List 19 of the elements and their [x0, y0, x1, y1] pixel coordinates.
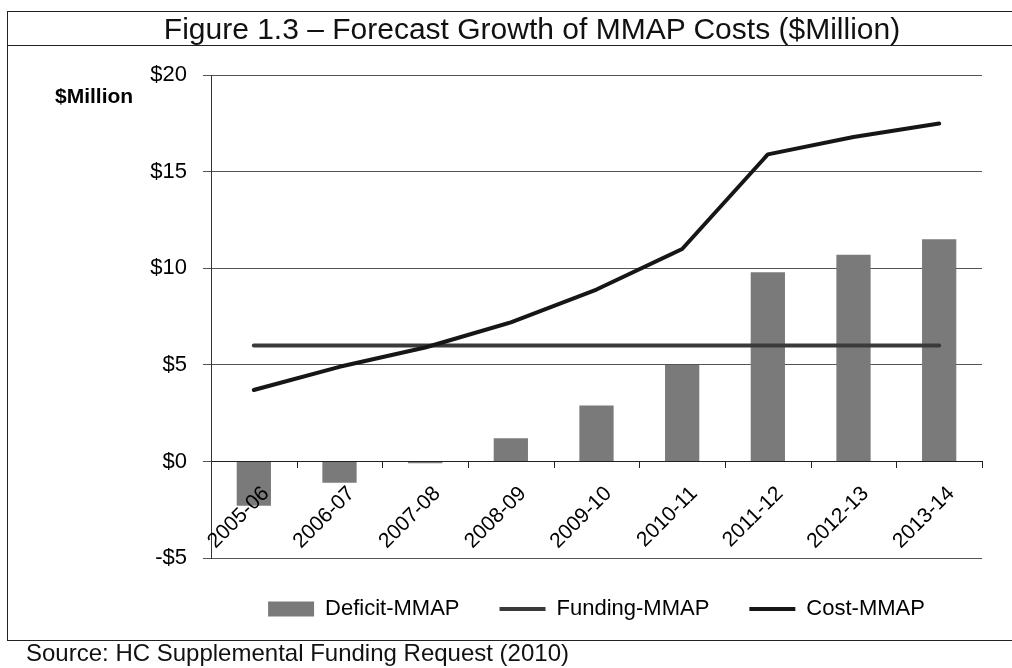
y-tick-label: $20 [150, 61, 187, 87]
bar [665, 364, 700, 461]
legend-label: Cost-MMAP [806, 595, 925, 621]
y-tick-label: $0 [162, 447, 187, 473]
y-tick-label: $5 [162, 350, 187, 376]
bar [579, 405, 614, 461]
bar [493, 438, 528, 461]
y-axis-title: $Million [55, 84, 134, 108]
bar [750, 272, 785, 461]
y-tick-label: $15 [150, 157, 187, 183]
legend-label: Deficit-MMAP [325, 595, 460, 621]
y-tick-label: $10 [150, 254, 187, 280]
chart-title: Figure 1.3 – Forecast Growth of MMAP Costs ($Million) [162, 12, 902, 45]
bar [836, 254, 871, 461]
bar [322, 461, 357, 483]
source-note: Source: HC Supplemental Funding Request (2010) [26, 639, 569, 666]
y-tick-label: -$5 [155, 544, 187, 570]
legend-label: Funding-MMAP [556, 595, 710, 621]
bar [922, 239, 957, 461]
